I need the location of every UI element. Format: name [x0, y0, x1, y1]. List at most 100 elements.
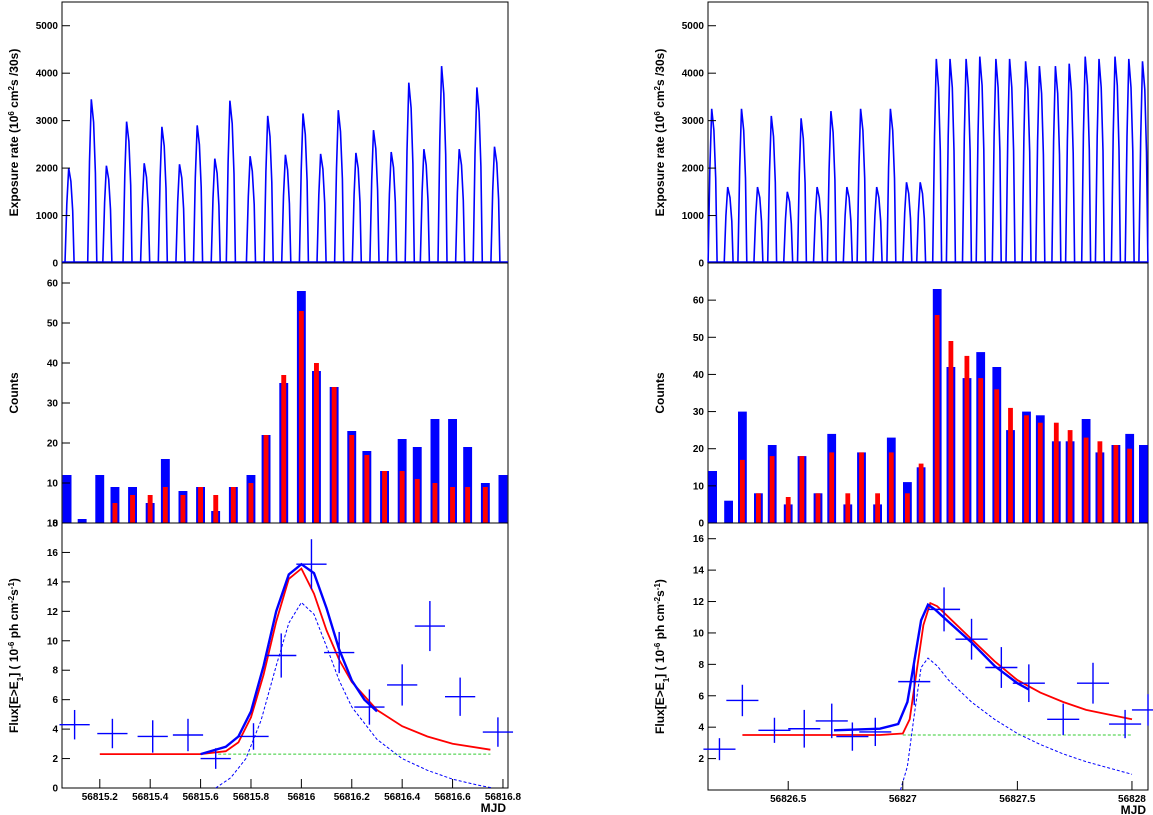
right-top-exposure-peak [842, 186, 854, 264]
left-middle-bar [349, 435, 355, 523]
right-bottom-fit-curve [900, 657, 1133, 791]
right-middle-ytick-label: 50 [693, 333, 705, 344]
left-middle-ytick-label: 40 [47, 359, 59, 370]
right-middle-bar [724, 500, 733, 523]
right-bottom-ytick-label: 2 [698, 754, 704, 765]
left-bottom-fit-curve [200, 562, 378, 756]
left-middle-ytick-label: 60 [47, 279, 59, 290]
left-middle-ytick-label: 30 [47, 399, 59, 410]
right-top-ytick-label: 1000 [682, 211, 705, 222]
left-middle-bar [364, 455, 370, 523]
left-middle-ylabel: Counts [7, 372, 21, 414]
left-top-exposure-peak [419, 148, 431, 264]
left-top-exposure-peak [472, 87, 484, 264]
right-middle-ytick-label: 10 [693, 481, 705, 492]
left-bottom-ylabel-part: -2 [7, 595, 16, 603]
left-top-exposure-peak [404, 82, 416, 264]
left-top-exposure-peak [157, 126, 169, 264]
right-middle-bar [994, 389, 1000, 523]
left-middle-bar [498, 475, 508, 523]
left-middle-bar [180, 495, 186, 523]
left-top-frame [61, 1, 509, 264]
left-top-exposure-peak [490, 146, 501, 264]
left-bottom-xtick-label: 56815.6 [183, 792, 220, 803]
right-middle-bar [769, 456, 775, 523]
right-bottom-ytick-label: 14 [693, 566, 705, 577]
right-bottom-xtick-label: 56826.5 [770, 794, 807, 805]
right-top-exposure-peak [856, 108, 867, 264]
left-top-exposure-peak [437, 66, 448, 264]
right-top-exposure-peak [961, 58, 973, 264]
left-top-ytick-label: 4000 [36, 69, 59, 80]
left-bottom-frame [61, 522, 509, 789]
right-middle-bar [815, 493, 821, 523]
right-middle-ytick-label: 40 [693, 370, 705, 381]
right-top-exposure-peak [945, 58, 957, 264]
right-top-ylabel-part: s /30s) [653, 49, 667, 86]
left-top-exposure-peak [369, 130, 380, 264]
left-bottom-xlabel: MJD [481, 801, 507, 815]
right-bottom-ytick-label: 16 [693, 534, 705, 545]
left-middle-bar [465, 487, 471, 523]
right-top-ylabel-part: 2 [653, 85, 662, 90]
right-bottom-ylabel-part: -2 [653, 596, 662, 604]
right-middle-bar [1024, 415, 1029, 523]
left-middle-bar [130, 495, 135, 523]
right-bottom-fit-curve [833, 602, 1030, 732]
left-top-exposure-peak [122, 121, 133, 264]
left-bottom-ytick-label: 2 [52, 754, 58, 765]
left-top-exposure-peak [102, 165, 113, 264]
right-top-ytick-label: 2000 [682, 164, 705, 175]
left-middle-bar [95, 475, 105, 523]
left-middle-ytick-label: 50 [47, 319, 59, 330]
left-bottom-xtick-label: 56816.6 [434, 792, 471, 803]
left-bottom-ytick-label: 16 [47, 548, 59, 559]
left-top-exposure-peak [263, 115, 274, 264]
right-middle-ylabel: Counts [653, 372, 667, 414]
right-top-ylabel-part: cm [653, 90, 667, 111]
right-top-ytick-label: 3000 [682, 116, 705, 127]
right-top-ytick-label: 5000 [682, 21, 705, 32]
right-middle-bar [859, 452, 864, 523]
left-top-exposure-peak [454, 148, 466, 264]
right-top-exposure-peak [753, 186, 764, 264]
left-top-ylabel-part: cm [7, 90, 21, 111]
right-middle-bar [845, 493, 851, 523]
left-bottom-ylabel-part: Flux[E>E [7, 681, 21, 733]
left-top-ytick-label: 2000 [36, 164, 59, 175]
right-bottom-ylabel-part: ] ( 10 [653, 649, 667, 677]
left-top-exposure-peak [64, 167, 75, 264]
right-top-exposure-peak [1051, 66, 1062, 264]
right-bottom-xtick-label: 56827 [889, 794, 917, 805]
right-bottom-ylabel-part: Flux[E>E [653, 682, 667, 734]
left-top-exposure-peak [175, 164, 186, 264]
left-top-ylabel-part: 6 [7, 111, 16, 116]
right-middle-bar [756, 493, 761, 523]
left-top-ytick-label: 3000 [36, 116, 59, 127]
left-bottom-ytick-label: 4 [52, 725, 58, 736]
right-top-exposure-peak [766, 115, 778, 264]
right-top-exposure-peak [1064, 63, 1076, 264]
left-top-exposure-peak [280, 154, 292, 264]
right-top-exposure-peak [991, 58, 1002, 264]
left-bottom-ytick-label: 12 [47, 607, 59, 618]
right-middle-ytick-label: 60 [693, 296, 705, 307]
right-middle-bar [1113, 445, 1119, 523]
right-bottom-ylabel-part: ph cm [653, 604, 667, 643]
right-middle-bar [799, 456, 805, 523]
right-top-exposure-peak [931, 58, 943, 264]
right-bottom-frame [707, 522, 1149, 791]
left-middle-bar [482, 487, 488, 523]
right-top-exposure-peak [1021, 61, 1032, 264]
left-top-exposure-peak [139, 163, 151, 264]
left-middle-bar [248, 483, 254, 523]
right-bottom-ylabel-part: s [653, 590, 667, 597]
left-bottom-ytick-label: 18 [47, 519, 59, 530]
right-top-exposure-peak [915, 182, 927, 264]
right-top-exposure-peak [1124, 58, 1135, 264]
right-top-exposure-peak [737, 108, 748, 264]
left-bottom-ytick-label: 8 [52, 666, 58, 677]
left-bottom-xtick-label: 56815.2 [82, 792, 119, 803]
